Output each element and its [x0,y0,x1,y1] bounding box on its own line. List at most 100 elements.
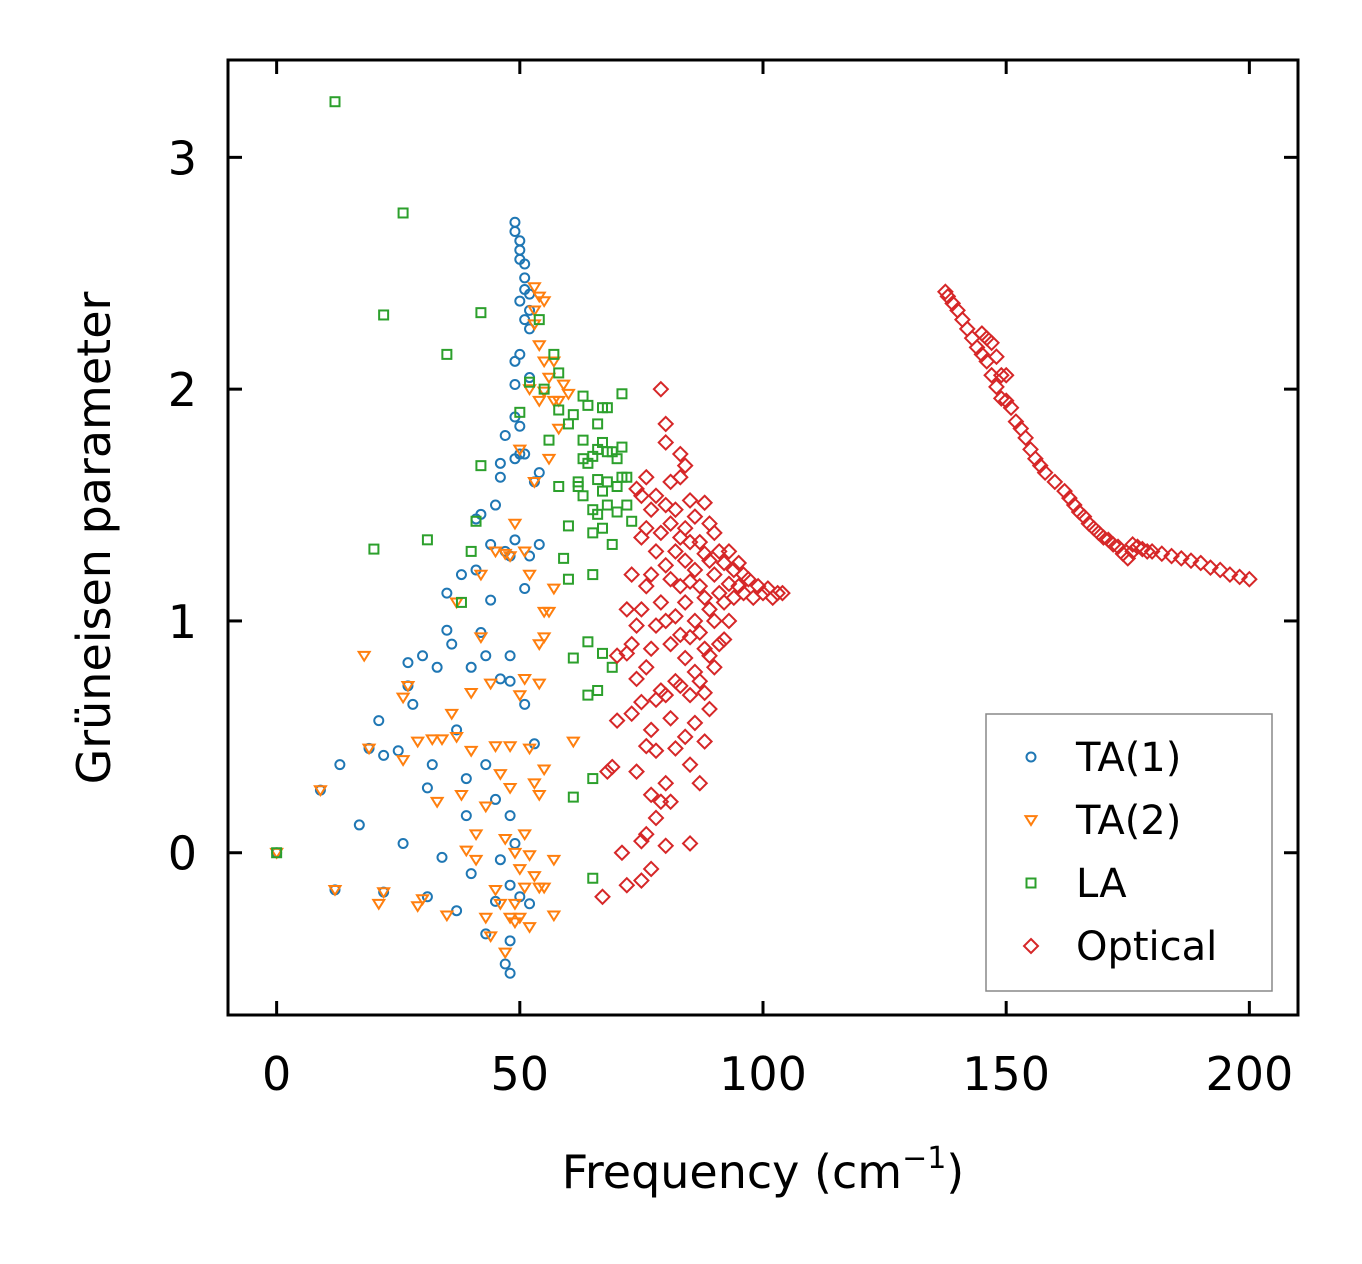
data-point [652,524,670,542]
data-point [558,552,570,564]
data-point [504,935,516,947]
x-axis-title-main: Frequency (cm [562,1145,902,1199]
data-point [671,529,689,546]
data-point [1026,450,1044,468]
data-point [465,545,477,557]
data-point [992,390,1010,407]
data-point [988,348,1005,366]
data-point [490,499,501,511]
data-point [997,392,1015,410]
data-point [597,647,608,659]
data-point [376,887,391,899]
data-point [475,307,487,319]
data-point [541,453,557,466]
data-point [454,789,469,802]
data-point [691,774,709,792]
x-axis-title-sup: −1 [902,1141,946,1176]
data-point [514,406,526,418]
data-point [730,554,748,572]
data-point [667,542,684,560]
data-point [657,612,675,630]
data-point [592,684,604,696]
data-point [543,434,555,446]
data-point [1046,473,1064,491]
data-point [514,295,526,307]
data-point [1109,538,1127,556]
data-point [483,931,498,944]
data-point [368,543,380,555]
data-point [509,534,521,546]
data-point [536,764,552,777]
data-point [572,476,584,488]
data-point [598,763,616,781]
data-point [514,244,526,256]
data-point [944,294,962,312]
data-point [628,670,645,688]
data-point [720,542,738,560]
data-point [531,639,547,651]
data-point [546,854,562,867]
data-point [522,922,537,934]
data-point [611,506,623,518]
tick-labels: 0 50 100 150 200 0 1 2 3 [168,131,1294,1101]
data-point [701,600,718,618]
y-axis-title: Grüneisen parameter [67,291,121,784]
data-point [455,569,467,581]
data-point [415,894,430,906]
data-point [647,742,665,760]
data-point [410,736,425,749]
data-point [1211,561,1229,579]
data-point [657,415,675,433]
data-point [1231,568,1249,586]
data-point [647,617,665,634]
data-point [536,386,552,399]
data-point [553,367,565,379]
y-tick-label: 0 [168,827,197,881]
data-point [632,529,650,546]
data-point [424,734,440,746]
data-point [662,473,680,491]
data-point [271,847,283,859]
data-point [637,825,655,843]
data-point [1075,508,1093,526]
data-point [502,741,518,753]
data-point [592,418,604,430]
data-point [686,508,704,526]
data-point [353,819,365,831]
data-point [499,430,511,442]
data-point [512,912,528,925]
data-point [657,434,675,451]
tick-marks [228,60,1298,1015]
data-point [676,593,694,611]
data-point [470,515,482,527]
data-point [628,617,645,634]
data-point [1221,566,1239,584]
legend-label: Optical [1076,924,1217,970]
data-point [647,487,665,505]
data-point [1036,464,1054,482]
data-point [592,508,604,520]
data-point [527,305,542,318]
data-point [618,600,636,618]
data-point [608,712,626,730]
data-point [601,402,613,414]
data-point [395,755,411,767]
data-point [426,759,438,771]
data-point [681,756,699,774]
data-point [997,366,1015,384]
data-point [478,801,494,814]
data-point [480,650,492,662]
data-point [730,577,748,595]
data-point [524,376,536,388]
data-point [522,569,537,582]
data-point [637,737,655,755]
data-point [1129,538,1146,556]
data-point [720,612,738,630]
data-point [490,895,501,907]
data-point [392,745,404,757]
data-point [667,607,684,625]
data-point [1138,542,1156,560]
data-point [582,689,594,701]
data-point [546,910,562,923]
data-point [764,589,782,607]
